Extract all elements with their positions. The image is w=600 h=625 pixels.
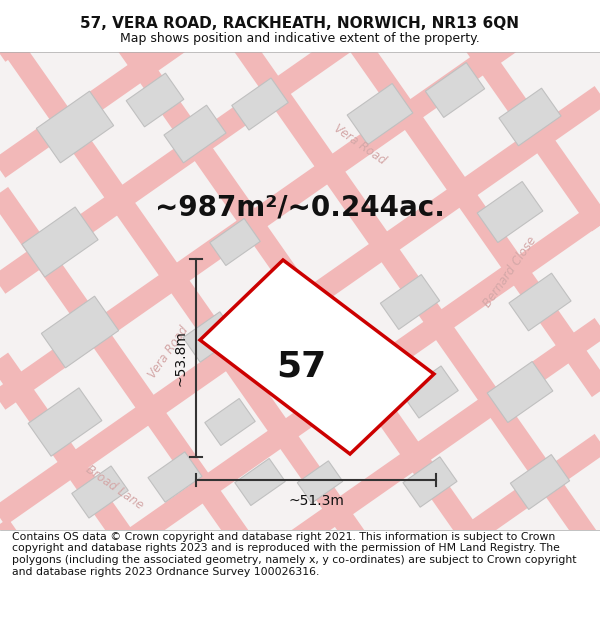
Polygon shape — [148, 452, 202, 503]
Text: Broad Lane: Broad Lane — [84, 462, 146, 512]
Text: 57, VERA ROAD, RACKHEATH, NORWICH, NR13 6QN: 57, VERA ROAD, RACKHEATH, NORWICH, NR13 … — [80, 16, 520, 31]
Polygon shape — [499, 88, 561, 146]
Polygon shape — [126, 73, 184, 127]
Polygon shape — [22, 207, 98, 277]
Polygon shape — [509, 273, 571, 331]
Polygon shape — [205, 399, 255, 446]
Polygon shape — [72, 466, 128, 518]
Polygon shape — [235, 459, 285, 506]
Polygon shape — [41, 296, 119, 368]
Polygon shape — [164, 105, 226, 163]
Polygon shape — [297, 461, 343, 503]
Text: ~53.8m: ~53.8m — [174, 330, 188, 386]
Polygon shape — [402, 366, 458, 418]
Text: Bernard Close: Bernard Close — [481, 234, 539, 310]
Polygon shape — [28, 388, 102, 456]
Polygon shape — [37, 91, 113, 163]
Polygon shape — [232, 78, 288, 130]
Text: Vera Road: Vera Road — [331, 121, 389, 167]
Polygon shape — [425, 62, 485, 118]
Text: Vera Road: Vera Road — [145, 324, 191, 381]
Text: Contains OS data © Crown copyright and database right 2021. This information is : Contains OS data © Crown copyright and d… — [12, 532, 577, 577]
Polygon shape — [183, 312, 237, 362]
Text: ~987m²/~0.244ac.: ~987m²/~0.244ac. — [155, 193, 445, 221]
Polygon shape — [477, 181, 543, 243]
Polygon shape — [347, 84, 413, 144]
Text: ~51.3m: ~51.3m — [288, 494, 344, 508]
Text: Map shows position and indicative extent of the property.: Map shows position and indicative extent… — [120, 32, 480, 45]
Polygon shape — [210, 219, 260, 266]
Polygon shape — [403, 457, 457, 508]
Polygon shape — [487, 361, 553, 423]
Polygon shape — [380, 274, 440, 329]
Polygon shape — [511, 454, 569, 509]
Polygon shape — [200, 260, 434, 454]
Text: 57: 57 — [277, 350, 327, 384]
